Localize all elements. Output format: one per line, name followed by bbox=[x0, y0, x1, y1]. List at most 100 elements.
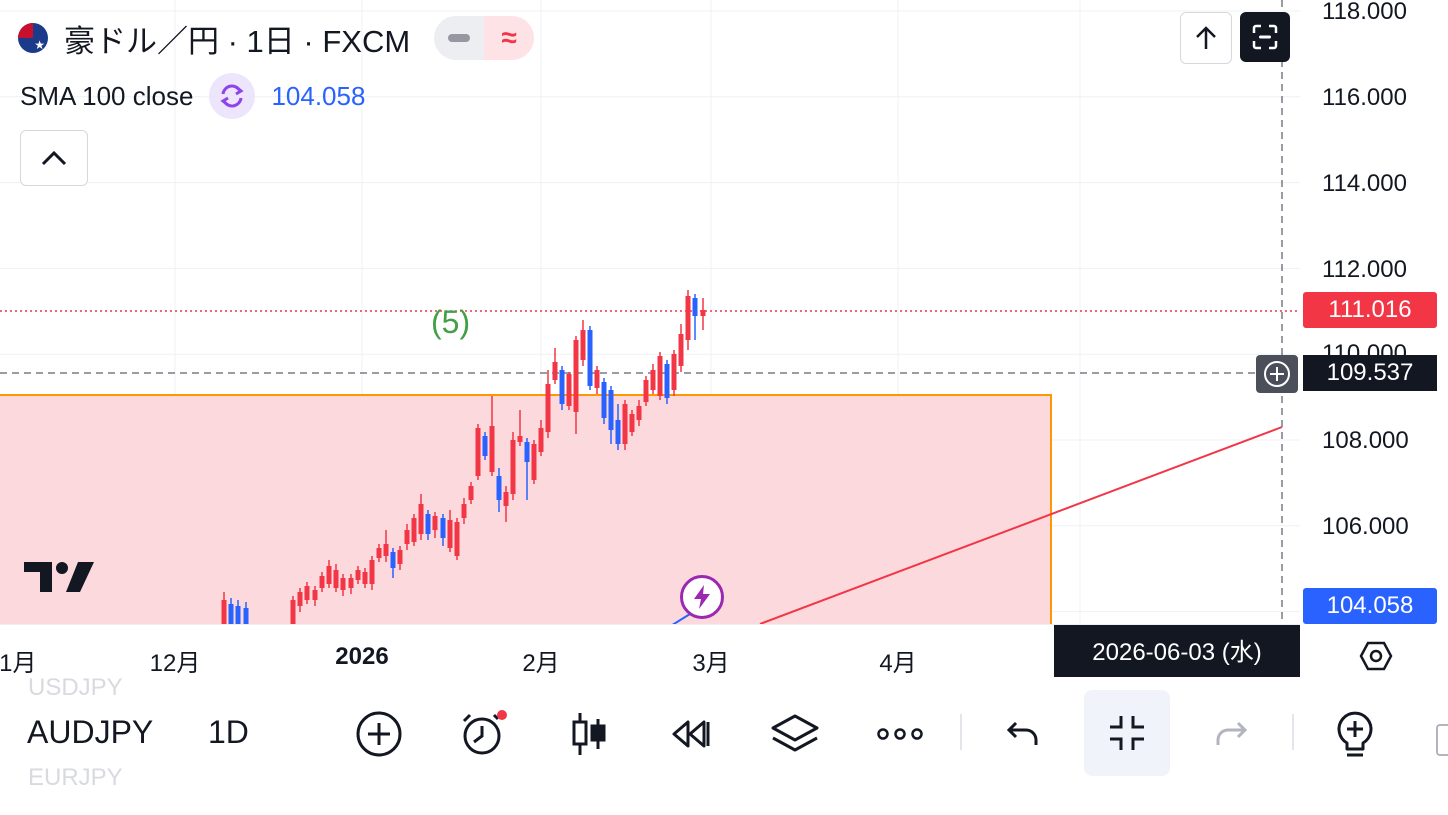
candle-body bbox=[440, 518, 446, 538]
arrow-up-icon bbox=[1196, 26, 1216, 49]
candle-body bbox=[475, 428, 481, 476]
collapse-legend-button[interactable] bbox=[20, 130, 88, 186]
candle-body bbox=[510, 440, 516, 494]
last-price-label: 111.016 bbox=[1303, 292, 1437, 328]
candle bbox=[657, 352, 663, 400]
candle bbox=[297, 588, 303, 612]
undo-icon bbox=[1006, 721, 1038, 745]
wave-label[interactable]: (5) bbox=[431, 304, 471, 340]
candle-body bbox=[418, 504, 424, 534]
candle bbox=[664, 360, 670, 404]
price-axis[interactable]: 118.000 116.000 114.000 112.000 110.000 … bbox=[1300, 0, 1448, 624]
symbol-picker-current[interactable]: AUDJPY bbox=[27, 714, 154, 750]
candle bbox=[228, 598, 234, 624]
candle bbox=[235, 600, 241, 624]
candle bbox=[587, 326, 593, 390]
candle bbox=[355, 566, 361, 584]
trend-line[interactable] bbox=[648, 426, 1283, 624]
candle-body bbox=[221, 600, 227, 624]
candle-body bbox=[601, 382, 607, 418]
candle-body bbox=[629, 414, 635, 432]
more-button[interactable] bbox=[872, 696, 928, 772]
candle bbox=[290, 596, 296, 624]
candle bbox=[425, 510, 431, 540]
crosshair-date-label: 2026-06-03 (水) bbox=[1054, 625, 1300, 677]
candle bbox=[447, 510, 453, 552]
candle bbox=[482, 432, 488, 460]
symbol-title[interactable]: 豪ドル／円 · 1日 · FXCM bbox=[64, 23, 411, 59]
sma-line-segment bbox=[671, 613, 691, 624]
candle-body bbox=[235, 606, 241, 624]
chart-type-button[interactable] bbox=[562, 696, 616, 772]
candle-body bbox=[468, 486, 474, 500]
candle bbox=[243, 602, 249, 624]
more-icon bbox=[877, 728, 923, 740]
candle bbox=[559, 366, 565, 410]
candle bbox=[376, 544, 382, 562]
candle bbox=[418, 494, 424, 540]
plus-circle-icon[interactable] bbox=[1256, 355, 1298, 393]
toolbar-divider bbox=[1292, 714, 1294, 750]
interval-button[interactable]: 1D bbox=[208, 714, 249, 750]
candle bbox=[221, 592, 227, 624]
minus-icon[interactable] bbox=[434, 16, 485, 60]
candle bbox=[580, 320, 586, 366]
candle bbox=[440, 514, 446, 546]
candle-body bbox=[461, 504, 467, 518]
panel-edge[interactable] bbox=[1436, 724, 1448, 756]
candle bbox=[369, 556, 375, 590]
indicator-legend[interactable]: SMA 100 close 104.058 bbox=[20, 73, 365, 119]
candle-body bbox=[636, 406, 642, 420]
bulb-icon bbox=[1337, 711, 1373, 757]
refresh-icon[interactable] bbox=[209, 73, 256, 119]
symbol-picker-prev[interactable]: USDJPY bbox=[28, 674, 123, 701]
crosshair-price-label: 109.537 bbox=[1303, 355, 1437, 391]
candle bbox=[383, 530, 389, 562]
candle-body bbox=[503, 492, 509, 506]
approx-icon[interactable]: ≈ bbox=[484, 16, 535, 60]
price-zone[interactable] bbox=[0, 394, 1052, 624]
alert-button[interactable] bbox=[456, 696, 510, 772]
candle bbox=[650, 364, 656, 394]
candle bbox=[496, 468, 502, 512]
chart-canvas[interactable] bbox=[0, 0, 1300, 624]
candle-body bbox=[243, 608, 249, 624]
symbol-picker-next[interactable]: EURJPY bbox=[28, 764, 123, 791]
symbol-header[interactable]: 豪ドル／円 · 1日 · FXCM ≈ bbox=[18, 14, 535, 62]
candle-body bbox=[545, 384, 551, 432]
lightning-icon[interactable] bbox=[680, 575, 724, 619]
price-tick: 112.000 bbox=[1322, 256, 1407, 283]
candle bbox=[685, 290, 691, 350]
candle bbox=[692, 294, 698, 340]
ideas-button[interactable] bbox=[1328, 696, 1382, 772]
status-pill[interactable]: ≈ bbox=[434, 16, 535, 60]
replay-button[interactable] bbox=[664, 696, 718, 772]
candle bbox=[475, 424, 481, 480]
indicator-label[interactable]: SMA 100 close bbox=[20, 80, 194, 111]
chart-pane[interactable]: 豪ドル／円 · 1日 · FXCM ≈ SMA 100 close 104.05… bbox=[0, 0, 1300, 624]
candle bbox=[454, 518, 460, 560]
candle bbox=[622, 400, 628, 450]
candle-body bbox=[685, 296, 691, 340]
collapse-button[interactable] bbox=[1084, 690, 1170, 776]
price-tick: 116.000 bbox=[1322, 84, 1407, 111]
candle bbox=[411, 514, 417, 546]
add-button[interactable] bbox=[352, 696, 406, 772]
candle bbox=[503, 486, 509, 522]
scroll-to-top-button[interactable] bbox=[1180, 12, 1232, 64]
settings-hex-icon[interactable] bbox=[1356, 638, 1396, 674]
candle bbox=[326, 560, 332, 588]
time-axis[interactable]: 11月 12月 2026 2月 3月 4月 2026-06-03 (水) bbox=[0, 624, 1300, 687]
layers-button[interactable] bbox=[768, 696, 822, 772]
candle-body bbox=[594, 370, 600, 388]
fullscreen-button[interactable] bbox=[1240, 12, 1290, 62]
candle-body bbox=[531, 444, 537, 480]
redo-button[interactable] bbox=[1204, 696, 1258, 772]
candle-body bbox=[587, 330, 593, 386]
undo-button[interactable] bbox=[996, 696, 1050, 772]
candle-body bbox=[326, 566, 332, 584]
candle-body bbox=[573, 340, 579, 412]
candle bbox=[390, 548, 396, 578]
candle-body bbox=[228, 604, 234, 624]
price-tick: 106.000 bbox=[1322, 513, 1409, 540]
